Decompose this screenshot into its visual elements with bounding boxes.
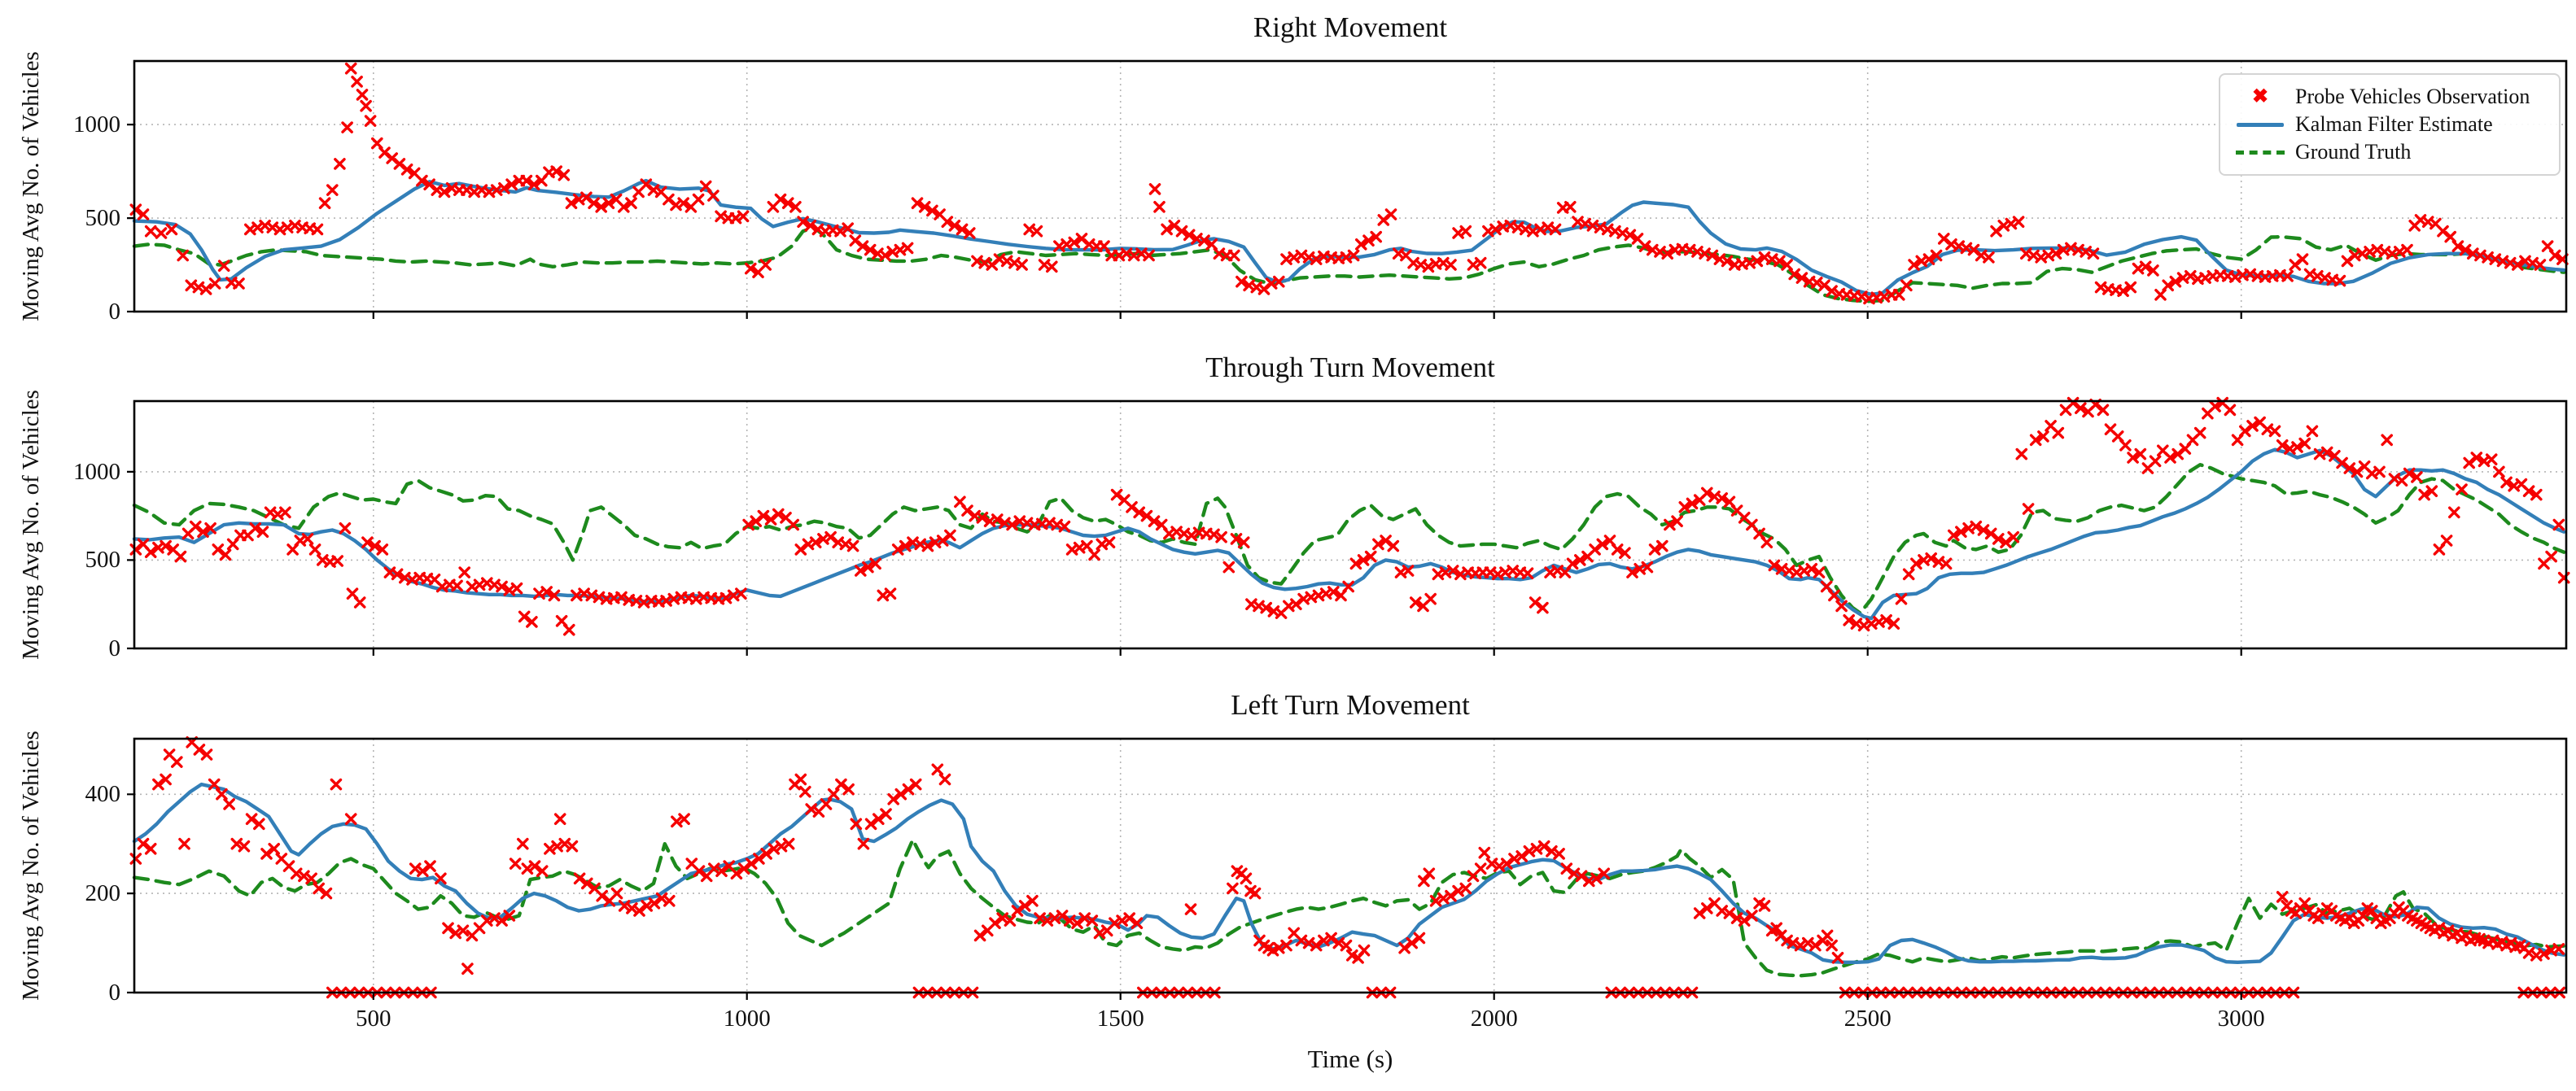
kalman-line-icon: [2225, 122, 2295, 127]
y-tick-label: 400: [85, 781, 121, 808]
gridlines: [134, 61, 2566, 312]
observation-marker-icon: ✖: [2251, 86, 2269, 107]
x-tick-label: 500: [356, 1006, 391, 1032]
kalman-line: [132, 782, 2566, 964]
plot-frame: [133, 59, 2568, 313]
y-axis-label: Moving Avg No. of Vehicles: [18, 51, 44, 321]
x-tick-label: 2500: [1843, 1006, 1892, 1032]
gridlines: [134, 401, 2566, 648]
x-tick-label: 3000: [2217, 1006, 2265, 1032]
legend-row-observation: ✖ Probe Vehicles Observation: [2225, 83, 2554, 111]
chart-title-left: Left Turn Movement: [1231, 689, 1470, 721]
chart-title-through: Through Turn Movement: [1205, 351, 1495, 383]
y-tick-label: 500: [85, 547, 121, 574]
ground-truth-line: [132, 225, 2566, 303]
legend-label: Ground Truth: [2295, 140, 2412, 164]
y-axis-label: Moving Avg No. of Vehicles: [18, 390, 44, 660]
y-tick-label: 200: [85, 880, 121, 907]
legend: ✖ Probe Vehicles Observation Kalman Filt…: [2219, 73, 2561, 176]
x-axis-label: Time (s): [1307, 1045, 1393, 1073]
legend-row-ground-truth: Ground Truth: [2225, 138, 2554, 166]
y-tick-label: 0: [108, 635, 121, 661]
legend-row-kalman: Kalman Filter Estimate: [2225, 111, 2554, 138]
legend-label: Probe Vehicles Observation: [2295, 85, 2530, 108]
plot-frame: [133, 737, 2568, 994]
tick-marks: [127, 124, 2242, 319]
ground-truth-line-icon: [2225, 150, 2295, 155]
observation-markers: [129, 396, 2570, 636]
y-tick-label: 500: [85, 205, 121, 232]
y-tick-label: 0: [108, 980, 121, 1006]
subplot-svg-1: [127, 396, 2570, 656]
plot-frame: [133, 399, 2568, 650]
subplot-svg-0: [127, 59, 2569, 319]
subplot-svg-2: [127, 736, 2568, 1000]
x-tick-label: 1500: [1096, 1006, 1144, 1032]
chart-title-right: Right Movement: [1253, 11, 1448, 43]
tick-marks: [127, 470, 2242, 656]
observation-markers: [129, 62, 2569, 305]
ground-truth-line: [132, 463, 2566, 615]
x-tick-label: 1000: [723, 1006, 771, 1032]
y-tick-label: 1000: [73, 111, 120, 138]
tick-marks: [127, 793, 2242, 1000]
y-axis-label: Moving Avg No. of Vehicles: [18, 731, 44, 1001]
legend-label: Kalman Filter Estimate: [2295, 112, 2493, 136]
x-tick-label: 2000: [1470, 1006, 1518, 1032]
kalman-line: [132, 447, 2566, 621]
y-tick-label: 1000: [73, 458, 120, 485]
y-tick-label: 0: [108, 299, 121, 325]
observation-markers: [129, 736, 2565, 999]
ground-truth-line: [132, 838, 2566, 978]
